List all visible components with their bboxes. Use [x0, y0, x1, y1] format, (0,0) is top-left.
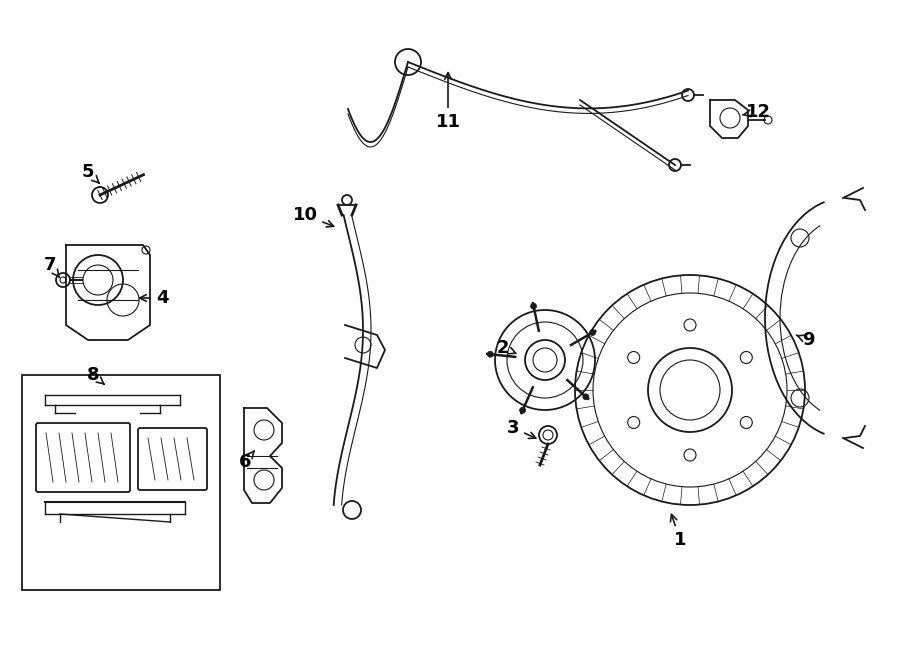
Text: 9: 9 [796, 331, 814, 349]
Text: 4: 4 [140, 289, 168, 307]
Text: 1: 1 [670, 514, 686, 549]
Text: 11: 11 [436, 73, 461, 131]
Text: 6: 6 [238, 451, 254, 471]
Text: 5: 5 [82, 163, 99, 183]
Text: 10: 10 [292, 206, 334, 227]
Text: 7: 7 [44, 256, 59, 277]
Circle shape [519, 407, 526, 413]
Circle shape [531, 303, 536, 309]
Text: 8: 8 [86, 366, 104, 385]
Circle shape [590, 329, 596, 336]
Text: 3: 3 [507, 419, 536, 438]
Text: 2: 2 [497, 339, 516, 357]
Text: 12: 12 [742, 103, 770, 121]
Circle shape [487, 351, 493, 357]
Bar [22, 375, 220, 590]
Circle shape [583, 394, 589, 400]
